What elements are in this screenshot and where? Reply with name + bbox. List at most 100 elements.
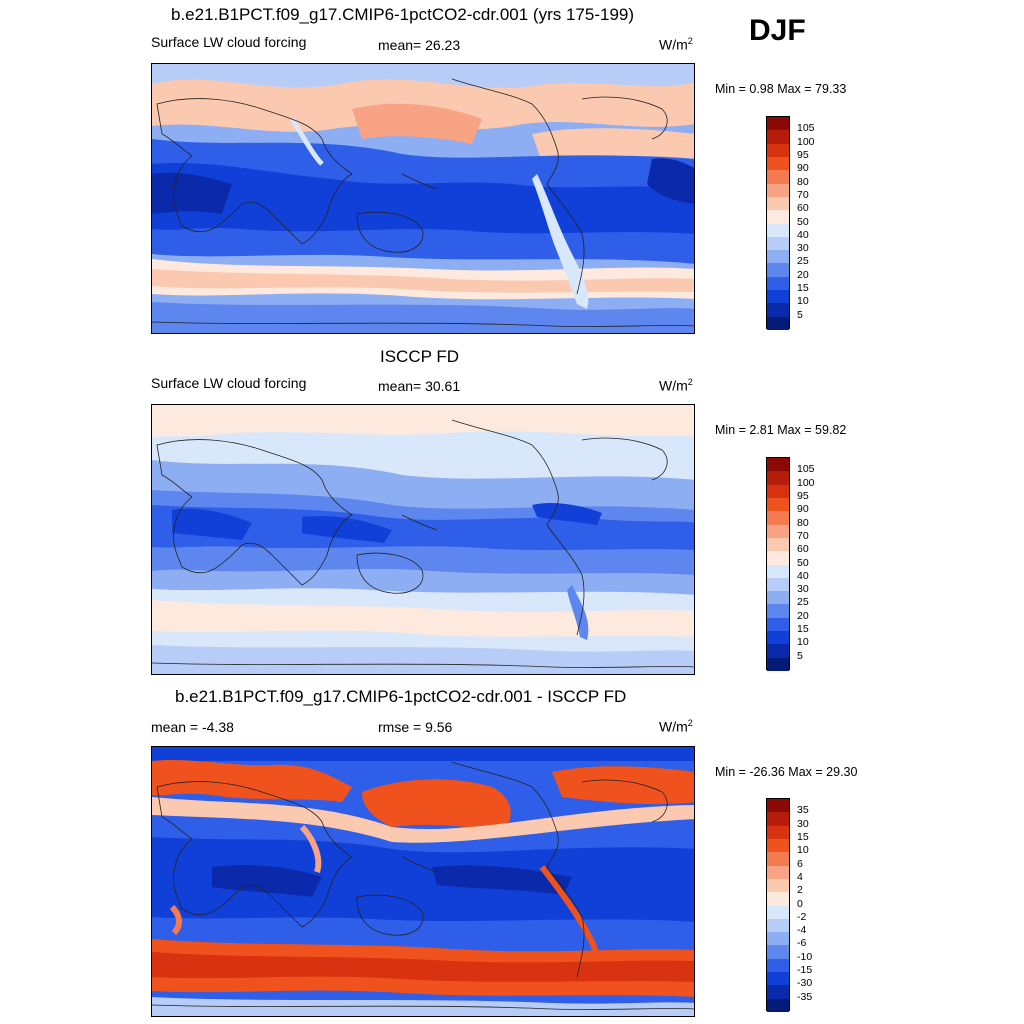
mean-label: mean = -4.38 (151, 719, 234, 735)
colorbar-segment (767, 878, 789, 893)
colorbar-tick-label: 90 (797, 162, 809, 175)
colorbar-segment (767, 511, 789, 525)
colorbar-segment (767, 303, 789, 317)
colorbar-tick-label: 15 (797, 830, 809, 843)
colorbar-tick-label: 100 (797, 476, 815, 489)
colorbar-segment (767, 524, 789, 538)
colorbar-segment (767, 617, 789, 632)
colorbar-segment (767, 905, 789, 919)
colorbar-segment (767, 117, 789, 131)
colorbar-segment (767, 210, 789, 224)
colorbar-segment (767, 250, 789, 264)
colorbar-segment (767, 484, 789, 498)
colorbar-segment (767, 631, 789, 645)
colorbar-tick-label: -35 (797, 990, 813, 1003)
colorbar-segment (767, 458, 789, 472)
min-max-label: Min = 2.81 Max = 59.82 (715, 423, 847, 437)
colorbar-tick-label: 30 (797, 242, 809, 255)
min-max-label: Min = -26.36 Max = 29.30 (715, 765, 858, 779)
panel-title: b.e21.B1PCT.f09_g17.CMIP6-1pctCO2-cdr.00… (175, 687, 627, 706)
colorbar-segment (767, 471, 789, 485)
colorbar-segment (767, 497, 789, 512)
colorbar-segment (767, 276, 789, 291)
colorbar-segment (767, 825, 789, 839)
colorbar-segment (767, 657, 789, 671)
colorbar-tick-label: -4 (797, 924, 807, 937)
colorbar-segment (767, 812, 789, 826)
colorbar-tick-label: 70 (797, 529, 809, 542)
colorbar-segment (767, 263, 789, 277)
colorbar-tick-label: 15 (797, 282, 809, 295)
colorbar-tick-label: 10 (797, 295, 809, 308)
colorbar-tick-label: 70 (797, 188, 809, 201)
min-max-label: Min = 0.98 Max = 79.33 (715, 82, 847, 96)
units-label: W/m2 (659, 718, 693, 735)
colorbar-tick-label: -2 (797, 910, 807, 923)
colorbar-tick-label: 10 (797, 636, 809, 649)
colorbar-tick-label: -30 (797, 977, 813, 990)
colorbar-segment (767, 537, 789, 552)
colorbar-tick-label: 25 (797, 255, 809, 268)
colorbar-tick-label: 90 (797, 503, 809, 516)
colorbar-segment (767, 564, 789, 578)
colorbar (766, 798, 790, 1012)
colorbar-tick-label: 15 (797, 623, 809, 636)
colorbar-tick-label: 10 (797, 844, 809, 857)
colorbar-segment (767, 183, 789, 197)
colorbar-tick-label: 30 (797, 817, 809, 830)
panel-title: ISCCP FD (380, 347, 460, 366)
map-field (152, 405, 694, 674)
colorbar-segment (767, 644, 789, 658)
colorbar-segment (767, 223, 789, 237)
colorbar-tick-label: 2 (797, 884, 803, 897)
colorbar-tick-label: -6 (797, 937, 807, 950)
colorbar-segment (767, 196, 789, 211)
units-label: W/m2 (659, 377, 693, 394)
colorbar-tick-label: 50 (797, 556, 809, 569)
colorbar-tick-label: 80 (797, 175, 809, 188)
colorbar-segment (767, 130, 789, 144)
colorbar-segment (767, 972, 789, 986)
map-plot (151, 63, 695, 334)
colorbar-tick-label: 30 (797, 583, 809, 596)
colorbar-tick-label: 40 (797, 569, 809, 582)
colorbar-tick-label: 5 (797, 308, 803, 321)
variable-label: Surface LW cloud forcing (151, 34, 307, 50)
colorbar-tick-label: 25 (797, 596, 809, 609)
colorbar-segment (767, 316, 789, 330)
mean-label: mean= 30.61 (378, 378, 461, 394)
colorbar-segment (767, 932, 789, 946)
colorbar-segment (767, 290, 789, 304)
map-field (152, 747, 694, 1016)
colorbar-segment (767, 998, 789, 1012)
colorbar-tick-label: 60 (797, 543, 809, 556)
colorbar-segment (767, 551, 789, 565)
colorbar-segment (767, 799, 789, 813)
colorbar-tick-label: 50 (797, 215, 809, 228)
colorbar-tick-label: 20 (797, 268, 809, 281)
mean-label: mean= 26.23 (378, 37, 461, 53)
rmse-label: rmse = 9.56 (378, 719, 453, 735)
colorbar-segment (767, 236, 789, 251)
colorbar-segment (767, 852, 789, 866)
colorbar-segment (767, 985, 789, 999)
colorbar-tick-label: -15 (797, 964, 813, 977)
colorbar (766, 457, 790, 671)
colorbar-tick-label: 5 (797, 649, 803, 662)
season-label: DJF (749, 14, 806, 47)
colorbar-segment (767, 170, 789, 184)
colorbar-tick-label: 6 (797, 857, 803, 870)
units-label: W/m2 (659, 36, 693, 53)
colorbar-segment (767, 591, 789, 605)
colorbar-tick-label: 95 (797, 148, 809, 161)
map-plot (151, 746, 695, 1017)
colorbar-segment (767, 892, 789, 906)
colorbar-segment (767, 156, 789, 171)
colorbar-tick-label: 95 (797, 489, 809, 502)
colorbar-segment (767, 577, 789, 592)
colorbar-tick-label: 80 (797, 516, 809, 529)
colorbar-tick-label: -10 (797, 950, 813, 963)
colorbar-tick-label: 60 (797, 202, 809, 215)
colorbar-tick-label: 40 (797, 228, 809, 241)
colorbar-segment (767, 604, 789, 618)
